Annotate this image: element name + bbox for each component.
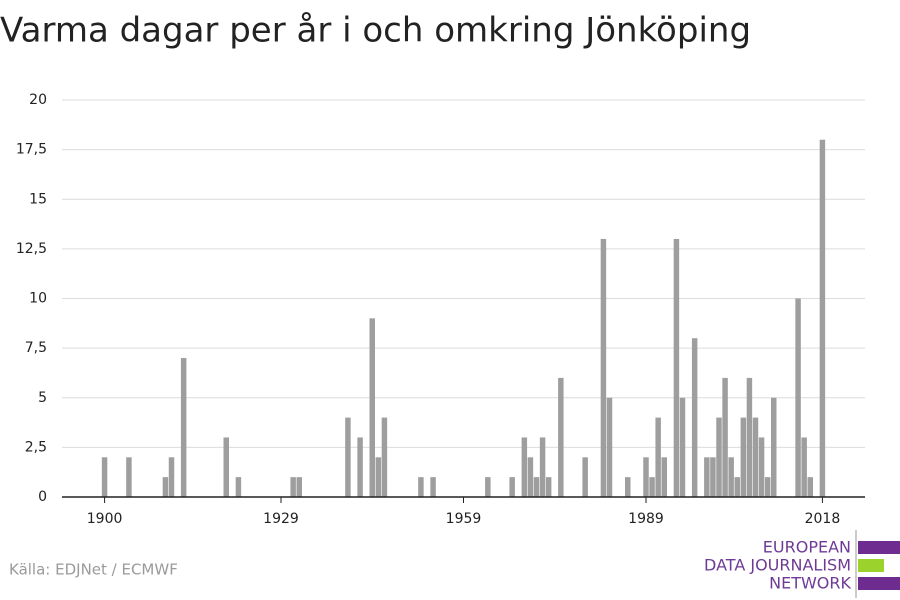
bar xyxy=(710,457,716,497)
bar xyxy=(180,358,187,497)
bar xyxy=(734,477,740,497)
bar xyxy=(758,437,765,497)
logo-bar xyxy=(858,559,884,572)
bar xyxy=(764,477,771,497)
bar xyxy=(691,338,698,497)
x-tick-label: 2018 xyxy=(805,511,841,527)
bar xyxy=(649,477,655,497)
y-tick-label: 7,5 xyxy=(25,340,47,356)
bar xyxy=(101,457,108,497)
y-tick-label: 2,5 xyxy=(25,439,47,455)
x-tick-label: 1959 xyxy=(446,511,482,527)
y-tick-label: 20 xyxy=(29,92,47,108)
x-tick-label: 1929 xyxy=(263,511,299,527)
bar xyxy=(795,298,801,497)
bar xyxy=(679,397,686,497)
logo-bar xyxy=(858,541,900,554)
x-tick-label: 1900 xyxy=(87,511,123,527)
y-tick-label: 15 xyxy=(29,191,47,207)
bar xyxy=(643,457,649,497)
bar xyxy=(235,477,242,497)
bar xyxy=(819,139,826,497)
bar xyxy=(430,477,436,497)
y-tick-label: 17,5 xyxy=(16,142,47,158)
bar xyxy=(771,397,777,497)
bar xyxy=(801,437,807,497)
bar xyxy=(168,457,175,497)
bar xyxy=(558,377,564,497)
bar xyxy=(673,238,680,497)
x-tick-label: 1989 xyxy=(628,511,664,527)
bar xyxy=(600,238,607,497)
bar xyxy=(655,417,661,497)
y-tick-label: 0 xyxy=(38,489,47,505)
bar xyxy=(545,477,552,497)
logo-text: NETWORK xyxy=(769,574,851,593)
bar xyxy=(509,477,515,497)
bar xyxy=(290,477,296,497)
logo-text: DATA JOURNALISM xyxy=(704,556,851,575)
bar xyxy=(606,397,613,497)
bar xyxy=(162,477,169,497)
bar xyxy=(527,457,534,497)
bar xyxy=(746,377,753,497)
bar xyxy=(223,437,229,497)
bar xyxy=(807,477,813,497)
y-tick-label: 10 xyxy=(29,291,47,307)
bar xyxy=(521,437,528,497)
bar xyxy=(375,457,382,497)
logo-text: EUROPEAN xyxy=(763,538,851,557)
bar xyxy=(728,457,734,497)
bar xyxy=(381,417,388,497)
logo-bar xyxy=(858,577,900,590)
bar xyxy=(485,477,491,497)
bar xyxy=(369,318,375,497)
bar xyxy=(539,437,546,497)
bar xyxy=(418,477,424,497)
y-tick-label: 5 xyxy=(38,390,47,406)
bar xyxy=(716,417,722,497)
bar xyxy=(126,457,132,497)
bar xyxy=(345,417,351,497)
bar xyxy=(740,417,747,497)
bar xyxy=(296,477,302,497)
bar xyxy=(357,437,363,497)
source: Källa: EDJNet / ECMWF xyxy=(9,561,178,579)
bar xyxy=(533,477,540,497)
bar xyxy=(752,417,759,497)
bar xyxy=(704,457,710,497)
bar xyxy=(722,377,728,497)
chart-title: Varma dagar per år i och omkring Jönköpi… xyxy=(0,11,751,51)
bar xyxy=(661,457,667,497)
y-tick-label: 12,5 xyxy=(16,241,47,257)
bar xyxy=(625,477,631,497)
bar xyxy=(582,457,588,497)
